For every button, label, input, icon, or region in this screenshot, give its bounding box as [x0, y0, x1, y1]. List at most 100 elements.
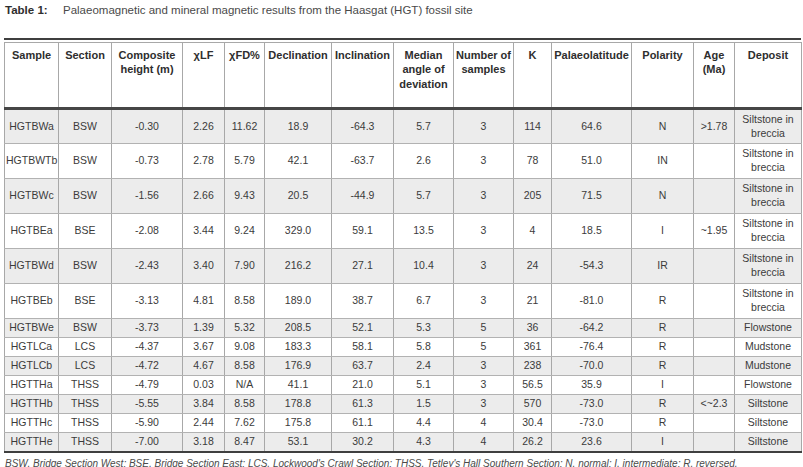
- results-table-wrapper: SampleSectionComposite height (m)χLFχFD%…: [4, 38, 801, 453]
- cell-polarity: I: [632, 214, 694, 249]
- cell-mad: 6.7: [394, 284, 454, 319]
- table-row-HGTBWTb: HGTBWTbBSW-0.732.785.7942.1-63.72.637851…: [5, 144, 802, 179]
- cell-chi_fd: 8.58: [225, 357, 265, 376]
- cell-n_samples: 4: [454, 414, 514, 433]
- cell-polarity: IN: [632, 144, 694, 179]
- cell-age: [694, 338, 735, 357]
- cell-mad: 13.5: [394, 214, 454, 249]
- cell-polarity: R: [632, 357, 694, 376]
- cell-chi_fd: 8.58: [225, 284, 265, 319]
- table-row-HGTBEa: HGTBEaBSE-2.083.449.24329.059.113.53418.…: [5, 214, 802, 249]
- cell-chi_fd: 11.62: [225, 109, 265, 144]
- cell-sample: HGTBWTb: [5, 144, 59, 179]
- cell-deposit: Siltstone: [735, 395, 802, 414]
- table-row-HGTBWc: HGTBWcBSW-1.562.669.4320.5-44.95.7320571…: [5, 179, 802, 214]
- cell-declination: 20.5: [265, 179, 332, 214]
- cell-inclination: 61.1: [332, 414, 394, 433]
- cell-chi_fd: 9.24: [225, 214, 265, 249]
- cell-section: BSW: [59, 179, 112, 214]
- cell-palaeolatitude: 35.9: [552, 376, 632, 395]
- cell-section: LCS: [59, 338, 112, 357]
- cell-n_samples: 3: [454, 214, 514, 249]
- cell-age: >1.78: [694, 109, 735, 144]
- cell-declination: 216.2: [265, 249, 332, 284]
- cell-declination: 175.8: [265, 414, 332, 433]
- cell-polarity: N: [632, 109, 694, 144]
- table-row-HGTTHe: HGTTHeTHSS-7.003.188.4753.130.24.3426.22…: [5, 433, 802, 452]
- cell-inclination: 52.1: [332, 319, 394, 338]
- cell-section: BSE: [59, 284, 112, 319]
- cell-section: THSS: [59, 395, 112, 414]
- cell-composite_height: -4.72: [112, 357, 183, 376]
- col-header-polarity: Polarity: [632, 43, 694, 109]
- cell-mad: 4.3: [394, 433, 454, 452]
- cell-n_samples: 3: [454, 395, 514, 414]
- cell-deposit: Siltstone: [735, 433, 802, 452]
- cell-declination: 18.9: [265, 109, 332, 144]
- cell-inclination: 59.1: [332, 214, 394, 249]
- cell-polarity: N: [632, 179, 694, 214]
- cell-palaeolatitude: 64.6: [552, 109, 632, 144]
- col-header-palaeolatitude: Palaeolatitude: [552, 43, 632, 109]
- cell-deposit: Siltstone in breccia: [735, 284, 802, 319]
- cell-section: THSS: [59, 376, 112, 395]
- cell-mad: 5.1: [394, 376, 454, 395]
- cell-deposit: Siltstone in breccia: [735, 109, 802, 144]
- cell-k: 24: [514, 249, 552, 284]
- cell-k: 205: [514, 179, 552, 214]
- cell-polarity: R: [632, 284, 694, 319]
- cell-deposit: Mudstone: [735, 357, 802, 376]
- cell-age: [694, 179, 735, 214]
- cell-inclination: 27.1: [332, 249, 394, 284]
- cell-n_samples: 3: [454, 109, 514, 144]
- cell-declination: 42.1: [265, 144, 332, 179]
- table-header: SampleSectionComposite height (m)χLFχFD%…: [5, 43, 802, 109]
- table-row-HGTLCb: HGTLCbLCS-4.724.678.58176.963.72.43238-7…: [5, 357, 802, 376]
- cell-inclination: 30.2: [332, 433, 394, 452]
- cell-age: [694, 144, 735, 179]
- cell-composite_height: -3.13: [112, 284, 183, 319]
- cell-chi_lf: 2.26: [183, 109, 225, 144]
- cell-n_samples: 3: [454, 284, 514, 319]
- table-caption-label: Table 1:: [5, 4, 63, 16]
- cell-deposit: Siltstone in breccia: [735, 179, 802, 214]
- cell-section: LCS: [59, 357, 112, 376]
- cell-n_samples: 3: [454, 249, 514, 284]
- cell-k: 36: [514, 319, 552, 338]
- cell-mad: 5.7: [394, 109, 454, 144]
- cell-k: 78: [514, 144, 552, 179]
- cell-age: [694, 433, 735, 452]
- cell-palaeolatitude: 23.6: [552, 433, 632, 452]
- table-row-HGTLCa: HGTLCaLCS-4.373.679.08183.358.15.85361-7…: [5, 338, 802, 357]
- cell-chi_fd: 8.47: [225, 433, 265, 452]
- cell-inclination: -64.3: [332, 109, 394, 144]
- cell-age: [694, 319, 735, 338]
- cell-chi_lf: 2.44: [183, 414, 225, 433]
- cell-mad: 2.4: [394, 357, 454, 376]
- table-row-HGTBWe: HGTBWeBSW-3.731.395.32208.552.15.3536-64…: [5, 319, 802, 338]
- cell-chi_fd: N/A: [225, 376, 265, 395]
- cell-n_samples: 5: [454, 338, 514, 357]
- cell-sample: HGTTHa: [5, 376, 59, 395]
- cell-sample: HGTBWe: [5, 319, 59, 338]
- cell-chi_lf: 3.44: [183, 214, 225, 249]
- cell-chi_lf: 3.18: [183, 433, 225, 452]
- cell-mad: 5.7: [394, 179, 454, 214]
- col-header-chi_lf: χLF: [183, 43, 225, 109]
- cell-k: 26.2: [514, 433, 552, 452]
- cell-mad: 2.6: [394, 144, 454, 179]
- cell-composite_height: -4.79: [112, 376, 183, 395]
- col-header-mad: Median angle of deviation: [394, 43, 454, 109]
- cell-palaeolatitude: -73.0: [552, 395, 632, 414]
- cell-sample: HGTBEb: [5, 284, 59, 319]
- cell-mad: 1.5: [394, 395, 454, 414]
- cell-deposit: Flowstone: [735, 319, 802, 338]
- cell-composite_height: -1.56: [112, 179, 183, 214]
- cell-chi_fd: 7.90: [225, 249, 265, 284]
- cell-section: BSW: [59, 144, 112, 179]
- cell-composite_height: -0.73: [112, 144, 183, 179]
- cell-n_samples: 4: [454, 433, 514, 452]
- cell-palaeolatitude: 71.5: [552, 179, 632, 214]
- cell-section: BSE: [59, 214, 112, 249]
- cell-chi_lf: 3.84: [183, 395, 225, 414]
